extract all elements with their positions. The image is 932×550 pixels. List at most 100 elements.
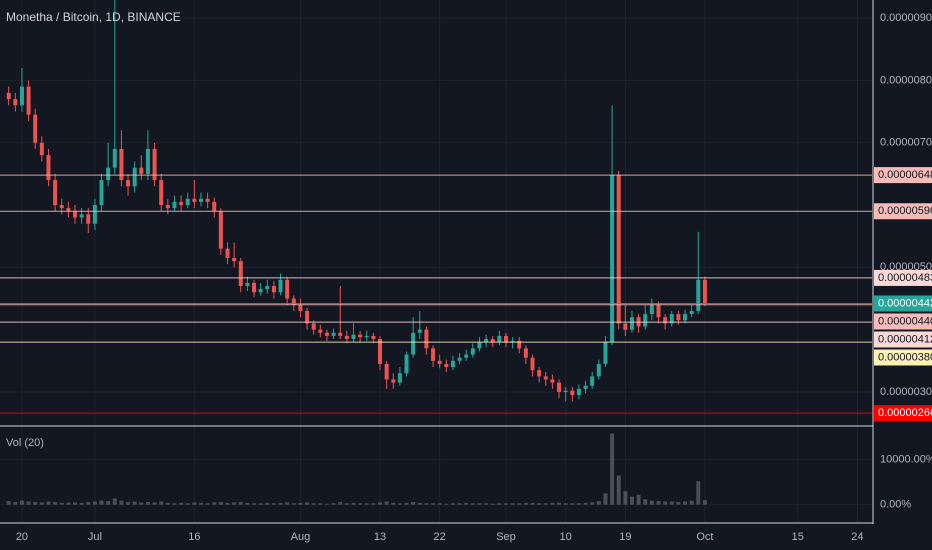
x-tick-label: 10 [560,531,572,543]
volume-bar [689,500,694,505]
volume-tick-label: 0.00% [880,499,911,511]
candle-body [278,279,283,293]
volume-bar [145,501,150,505]
volume-bar [457,503,462,505]
volume-bar [139,502,144,505]
volume-bar [232,502,237,505]
x-tick-label: 22 [434,531,446,543]
candle-body [324,332,329,336]
candle-body [33,114,38,143]
volume-bar [510,503,515,505]
candle-body [53,180,58,206]
price-label: 0.00000442 [878,297,932,309]
candle-body [172,201,177,209]
candle-body [543,376,548,380]
volume-bar [92,501,97,505]
candle-body [404,354,409,374]
volume-bar [159,501,164,505]
price-label-box [874,405,932,422]
volume-bar [298,502,303,505]
volume-bar [351,502,356,505]
candle-body [225,248,230,258]
candle-body [311,323,316,330]
candle-body [371,335,376,340]
price-label-box [874,349,932,366]
volume-bar [179,502,184,505]
volume-bar [66,502,71,505]
volume-bar [225,502,230,505]
volume-bar [676,501,681,505]
candle-body [59,205,64,209]
candle-body [424,329,429,349]
candle-body [271,286,276,293]
candle-body [112,148,117,168]
candle-body [378,339,383,364]
candle-body [232,257,237,262]
candle-body [305,310,310,324]
volume-bar [33,501,38,505]
x-tick-label: 13 [374,531,386,543]
candle-body [656,304,661,318]
price-label-box [874,203,932,220]
candle-body [198,198,203,202]
candle-body [99,180,104,206]
volume-bar [497,503,502,505]
candle-body [331,332,336,336]
candle-body [590,376,595,386]
volume-bar [285,502,290,505]
candle-body [417,329,422,333]
volume-bar [278,502,283,505]
volume-bar [172,503,177,505]
price-label: 0.00000483 [878,272,932,284]
candle-body [298,304,303,311]
volume-bar [305,502,310,505]
volume-bar [311,503,316,505]
candle-body [212,201,217,212]
x-tick-label: Aug [291,531,311,543]
price-label: 0.00000380 [878,351,932,363]
grid [0,0,872,522]
volume-bar [616,475,621,505]
x-tick-label: Oct [696,531,713,543]
x-tick-label: 24 [851,531,863,543]
volume-bar [384,501,389,505]
candle-body [503,335,508,343]
volume-bar [119,500,124,505]
volume-bar [450,503,455,505]
volume-bar [484,503,489,505]
candle-body [397,373,402,383]
volume-bar [364,503,369,505]
volume-bar [550,502,555,505]
volume-bar [557,502,562,505]
candle-body [490,339,495,343]
candle-body [510,340,515,343]
candle-body [126,180,131,187]
volume-bar [437,503,442,505]
volume-bar [26,501,31,505]
volume-bar [46,501,51,505]
volume-bar [258,503,263,505]
volume-bar [570,503,575,505]
volume-bar [431,503,436,505]
candle-body [583,385,588,389]
candle-body [106,167,111,181]
price-label: 0.00000412 [878,333,932,345]
candle-body [470,348,475,355]
candle-body [192,198,197,202]
volume-bar [683,501,688,505]
volume-bar [39,502,44,505]
volume-bar [530,502,535,505]
volume-bar [218,501,223,505]
volume-bar [126,501,131,505]
volume-bar [669,501,674,505]
candle-body [92,205,97,224]
volume-bar [477,503,482,505]
price-label: 0.00000648 [878,169,932,181]
candle-body [663,317,668,324]
candle-body [484,339,489,343]
candle-body [629,317,634,330]
price-label: 0.00000590 [878,205,932,217]
